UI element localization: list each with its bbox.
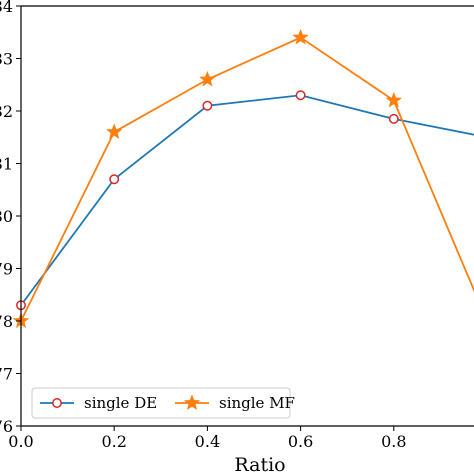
y-tick-label: 79 [0, 260, 13, 279]
x-axis-title: Ratio [234, 454, 285, 474]
y-tick-label: 78 [0, 312, 13, 331]
data-point [295, 90, 306, 101]
legend: single DE single MF [31, 387, 295, 419]
x-tick-label: 0.2 [101, 432, 126, 451]
y-tick-label: 81 [0, 155, 13, 174]
series-1 [12, 28, 474, 328]
x-tick-label: 0.4 [195, 432, 220, 451]
legend-label: single MF [219, 394, 295, 412]
data-point [106, 123, 123, 139]
y-tick-label: 77 [0, 365, 13, 384]
y-tick-label: 84 [0, 0, 13, 16]
data-point [292, 28, 309, 45]
x-tick-label: 0.6 [288, 432, 313, 451]
data-point [388, 113, 399, 124]
legend-marker [52, 398, 62, 408]
x-tick-label: 0.0 [8, 432, 33, 451]
data-point [199, 70, 216, 87]
y-tick-label: 83 [0, 50, 13, 69]
axes-layer: 0.0 0.2 0.4 0.6 0.8 76 77 78 79 80 81 82 83 84 [0, 0, 474, 451]
data-point [109, 174, 120, 185]
series-layer [12, 28, 474, 328]
data-point [202, 100, 213, 111]
series-line [20, 36, 474, 322]
y-tick-label: 80 [0, 207, 13, 226]
x-tick-label: 0.8 [381, 432, 406, 451]
y-tick-label: 82 [0, 102, 13, 121]
legend-label: single DE [84, 394, 157, 412]
series-line [20, 94, 474, 306]
series-0 [16, 90, 474, 311]
legend-box [31, 387, 291, 419]
data-point [385, 91, 402, 108]
legend-marker [183, 394, 201, 410]
y-tick-label: 76 [0, 417, 13, 436]
